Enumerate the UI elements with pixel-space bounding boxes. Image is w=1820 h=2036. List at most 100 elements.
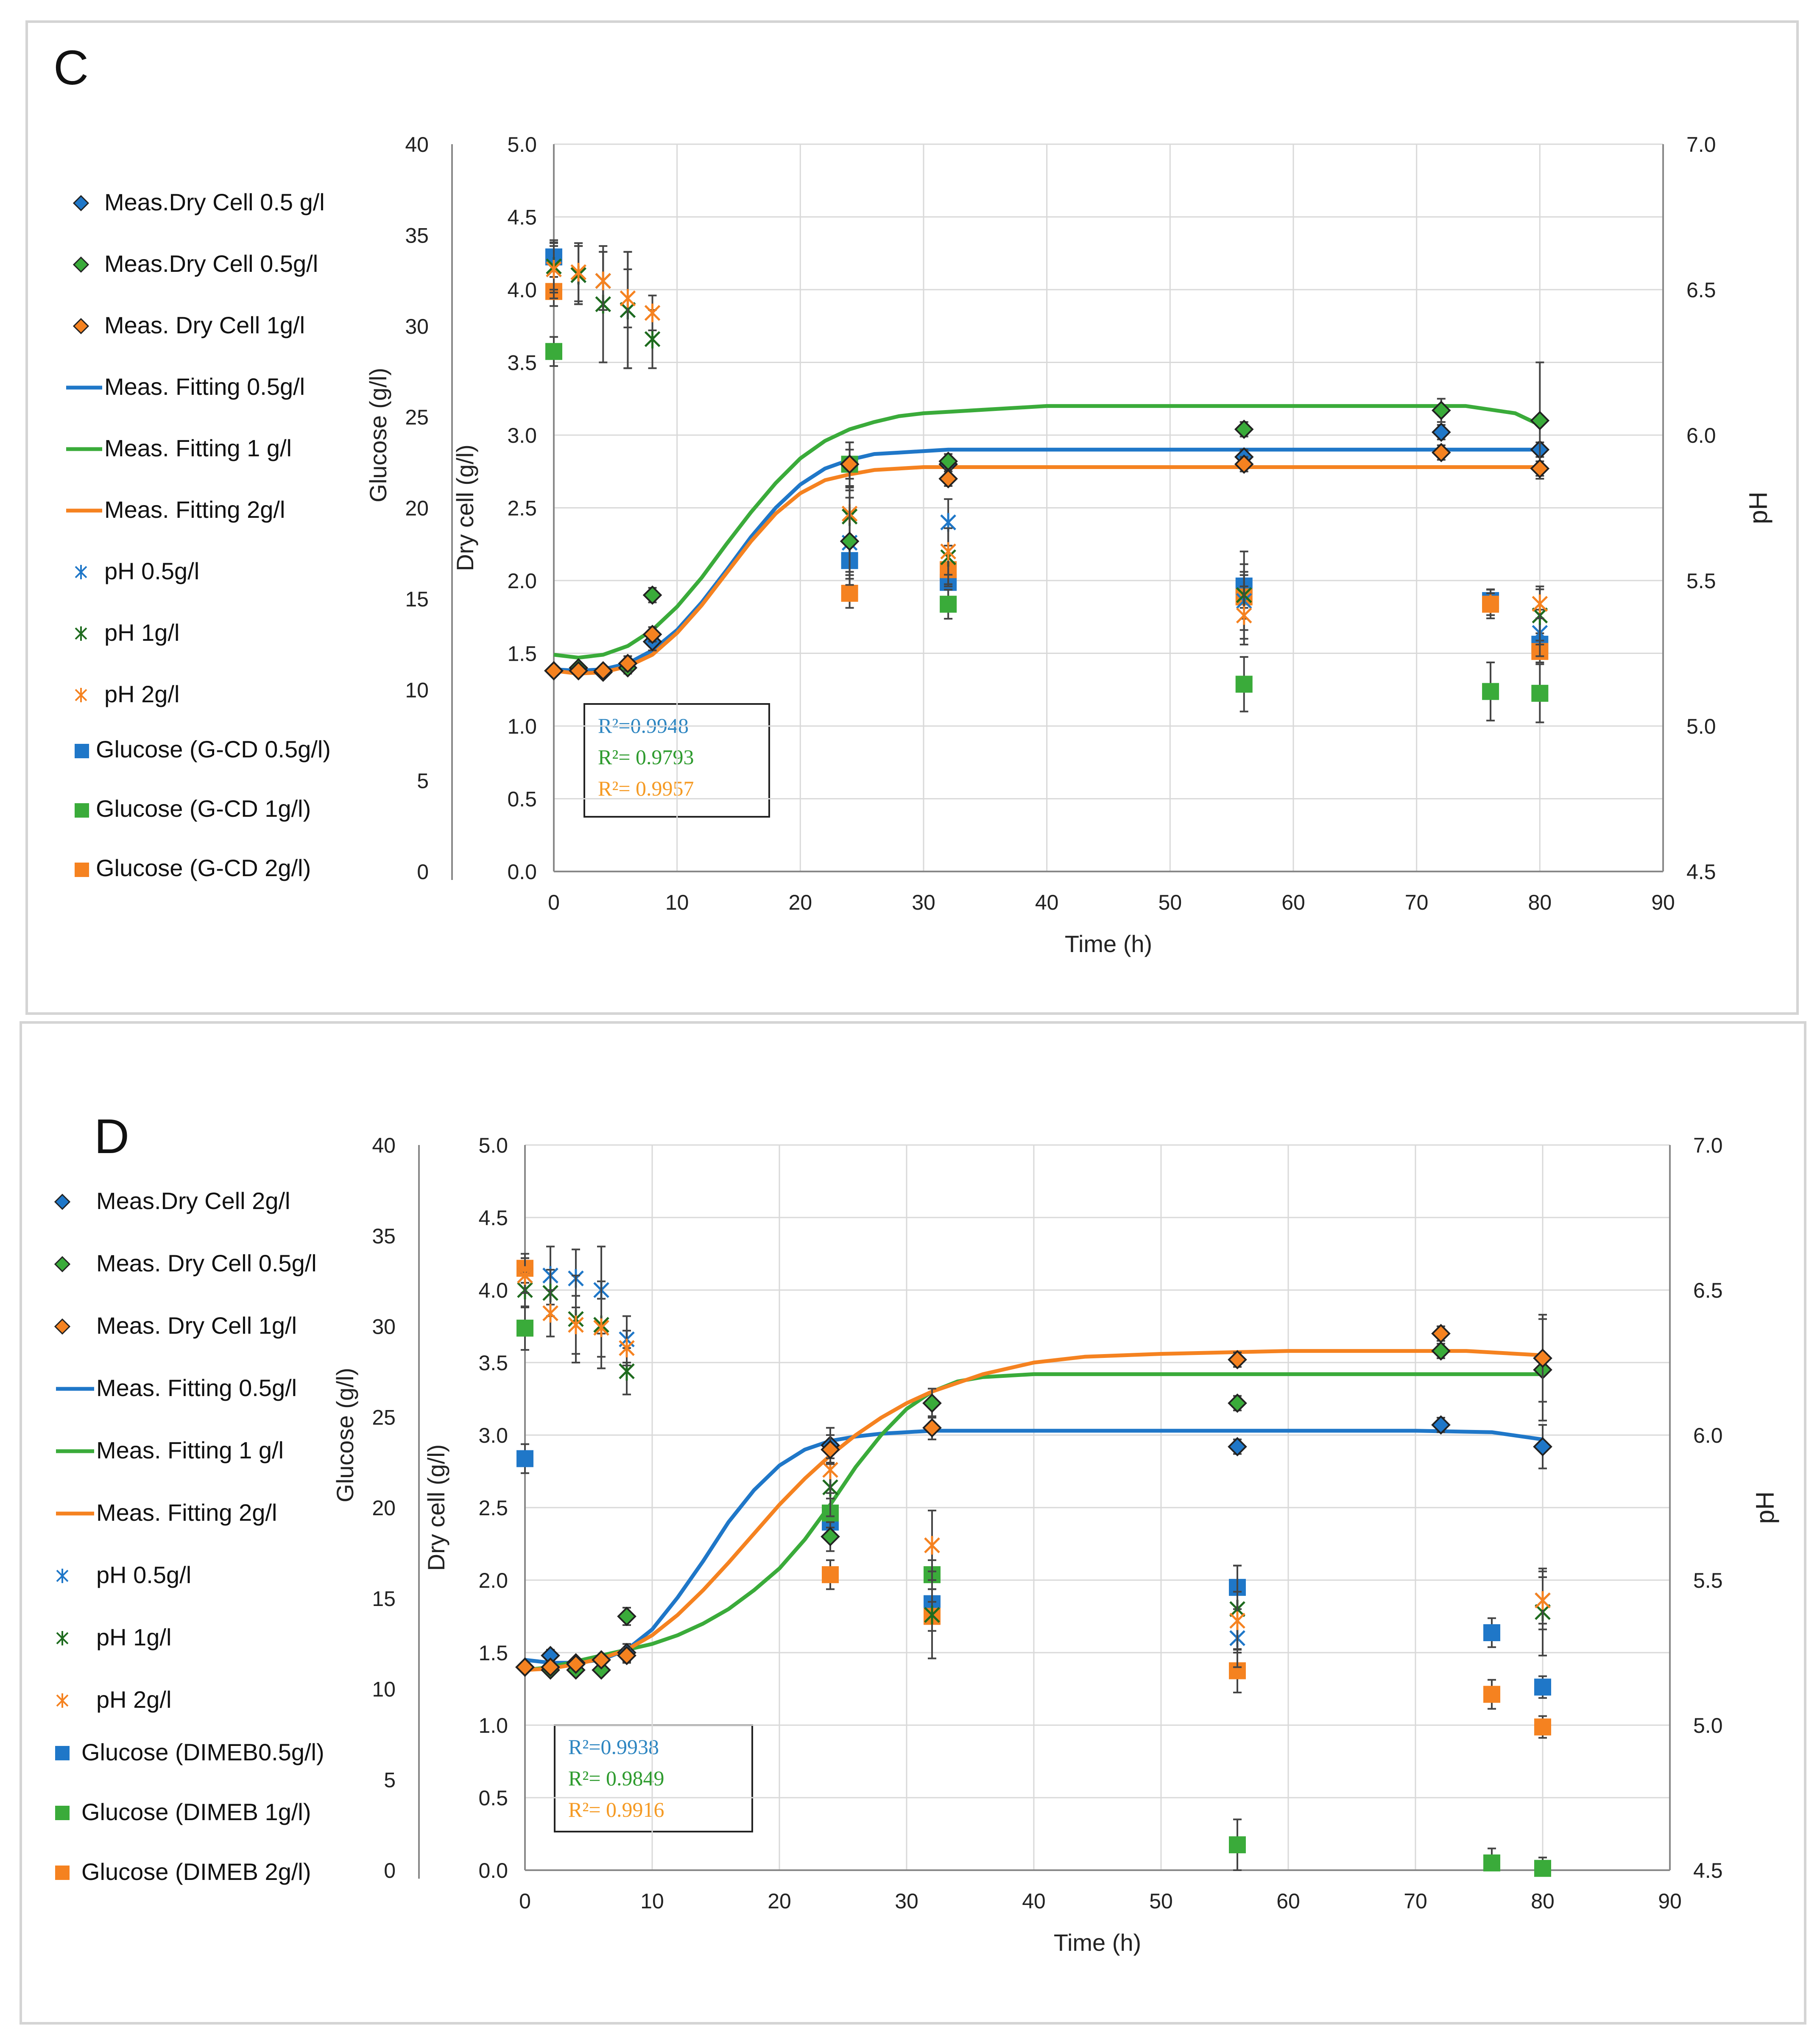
drycell-point bbox=[1431, 1415, 1451, 1435]
drycell-point bbox=[1533, 1348, 1552, 1368]
y2-tick-label: 4.5 bbox=[1693, 1859, 1723, 1882]
y3-tick-label: 0 bbox=[417, 860, 429, 884]
y-tick-label: 1.5 bbox=[478, 1641, 508, 1665]
ph-point bbox=[924, 1536, 940, 1555]
glucose-point bbox=[1534, 1718, 1551, 1736]
y-tick-label: 0.0 bbox=[478, 1859, 508, 1882]
y3-tick-label: 40 bbox=[372, 1134, 396, 1157]
ph-point bbox=[570, 263, 586, 282]
y3-tick-label: 40 bbox=[405, 133, 429, 156]
x-tick-label: 10 bbox=[665, 891, 689, 914]
y3-tick-label: 20 bbox=[405, 497, 429, 520]
y-tick-label: 0.5 bbox=[478, 1786, 508, 1810]
x-tick-label: 80 bbox=[1528, 891, 1552, 914]
y3-tick-label: 0 bbox=[384, 1859, 396, 1882]
x-tick-label: 80 bbox=[1531, 1889, 1555, 1913]
drycell-point bbox=[1431, 422, 1451, 442]
y3-axis-title: Glucose (g/l) bbox=[365, 368, 391, 502]
ph-point bbox=[644, 330, 661, 349]
y-tick-label: 2.0 bbox=[478, 1569, 508, 1592]
r2-value: R²= 0.9793 bbox=[598, 745, 694, 769]
legend: Meas.Dry Cell 2g/l Meas. Dry Cell 0.5g/l… bbox=[47, 1187, 370, 1908]
line-marker-icon bbox=[66, 508, 102, 513]
asterisk-marker-icon bbox=[56, 1631, 69, 1645]
r2-box: R²=0.9938 R²= 0.9849 R²= 0.9916 bbox=[554, 1724, 753, 1832]
drycell-point bbox=[617, 1646, 636, 1665]
line-marker-icon bbox=[56, 1387, 94, 1391]
drycell-point bbox=[593, 661, 613, 681]
asterisk-marker-icon bbox=[56, 1569, 69, 1583]
y3-tick-label: 5 bbox=[417, 769, 429, 793]
line-marker-icon bbox=[56, 1449, 94, 1453]
line-marker-icon bbox=[56, 1511, 94, 1516]
y3-tick-label: 10 bbox=[405, 678, 429, 702]
drycell-point bbox=[1530, 459, 1550, 478]
r2-value: R²= 0.9957 bbox=[598, 776, 694, 800]
y2-tick-label: 6.0 bbox=[1686, 424, 1716, 447]
y3-tick-label: 10 bbox=[372, 1678, 396, 1701]
drycell-point bbox=[1234, 454, 1254, 474]
y3-tick-label: 30 bbox=[372, 1315, 396, 1339]
x-tick-label: 50 bbox=[1158, 891, 1182, 914]
y-tick-label: 4.5 bbox=[507, 206, 537, 229]
drycell-point bbox=[1234, 419, 1254, 439]
drycell-point bbox=[938, 469, 958, 489]
panel-label: D bbox=[94, 1109, 130, 1164]
drycell-point bbox=[1530, 411, 1550, 430]
y2-tick-label: 7.0 bbox=[1686, 133, 1716, 156]
square-marker-icon bbox=[55, 1866, 70, 1880]
y3-tick-label: 20 bbox=[372, 1496, 396, 1520]
ph-point bbox=[644, 303, 661, 322]
drycell-point bbox=[642, 625, 662, 644]
y2-tick-label: 5.0 bbox=[1693, 1714, 1723, 1737]
glucose-point bbox=[545, 343, 562, 360]
drycell-point bbox=[922, 1418, 942, 1438]
y-tick-label: 5.0 bbox=[478, 1134, 508, 1157]
ph-point bbox=[593, 1318, 609, 1337]
y-tick-label: 1.0 bbox=[507, 715, 537, 738]
y3-tick-label: 15 bbox=[405, 587, 429, 611]
asterisk-marker-icon bbox=[56, 1693, 69, 1708]
ph-point bbox=[1236, 606, 1252, 625]
ph-point bbox=[568, 1315, 584, 1335]
x-tick-label: 30 bbox=[895, 1889, 918, 1913]
diamond-marker-icon bbox=[54, 1193, 71, 1210]
y-tick-label: 4.5 bbox=[478, 1206, 508, 1230]
drycell-point bbox=[840, 454, 860, 474]
y2-tick-label: 7.0 bbox=[1693, 1134, 1723, 1157]
x-tick-label: 0 bbox=[548, 891, 560, 914]
drycell-point bbox=[1431, 443, 1451, 462]
ph-point bbox=[1535, 1591, 1551, 1610]
y2-axis-title: pH bbox=[1744, 492, 1773, 524]
drycell-point bbox=[1431, 400, 1451, 420]
y-tick-label: 4.0 bbox=[478, 1279, 508, 1302]
glucose-point bbox=[1235, 676, 1253, 693]
glucose-point bbox=[1531, 684, 1549, 702]
drycell-point bbox=[922, 1393, 942, 1413]
square-marker-icon bbox=[75, 863, 89, 877]
drycell-point bbox=[840, 531, 860, 551]
y2-tick-label: 6.5 bbox=[1693, 1279, 1723, 1302]
x-tick-label: 20 bbox=[768, 1889, 791, 1913]
line-marker-icon bbox=[66, 447, 102, 451]
square-marker-icon bbox=[75, 744, 89, 758]
glucose-point bbox=[1483, 1686, 1500, 1703]
plot-group bbox=[451, 143, 1664, 880]
glucose-point bbox=[516, 1450, 533, 1467]
x-tick-label: 40 bbox=[1035, 891, 1059, 914]
y-tick-label: 1.0 bbox=[478, 1714, 508, 1737]
ph-point bbox=[1532, 594, 1548, 613]
y-tick-label: 3.5 bbox=[507, 351, 537, 375]
y2-tick-label: 5.0 bbox=[1686, 715, 1716, 738]
drycell-point bbox=[1533, 1437, 1552, 1457]
drycell-point bbox=[569, 661, 588, 681]
glucose-point bbox=[1534, 1860, 1551, 1877]
y-tick-label: 2.5 bbox=[478, 1496, 508, 1520]
y-tick-label: 3.0 bbox=[507, 424, 537, 447]
drycell-point bbox=[1228, 1393, 1247, 1413]
y-tick-label: 2.5 bbox=[507, 497, 537, 520]
ph-point bbox=[1229, 1611, 1245, 1630]
diamond-marker-icon bbox=[54, 1318, 71, 1335]
drycell-point bbox=[618, 654, 638, 673]
drycell-point bbox=[1431, 1324, 1451, 1343]
